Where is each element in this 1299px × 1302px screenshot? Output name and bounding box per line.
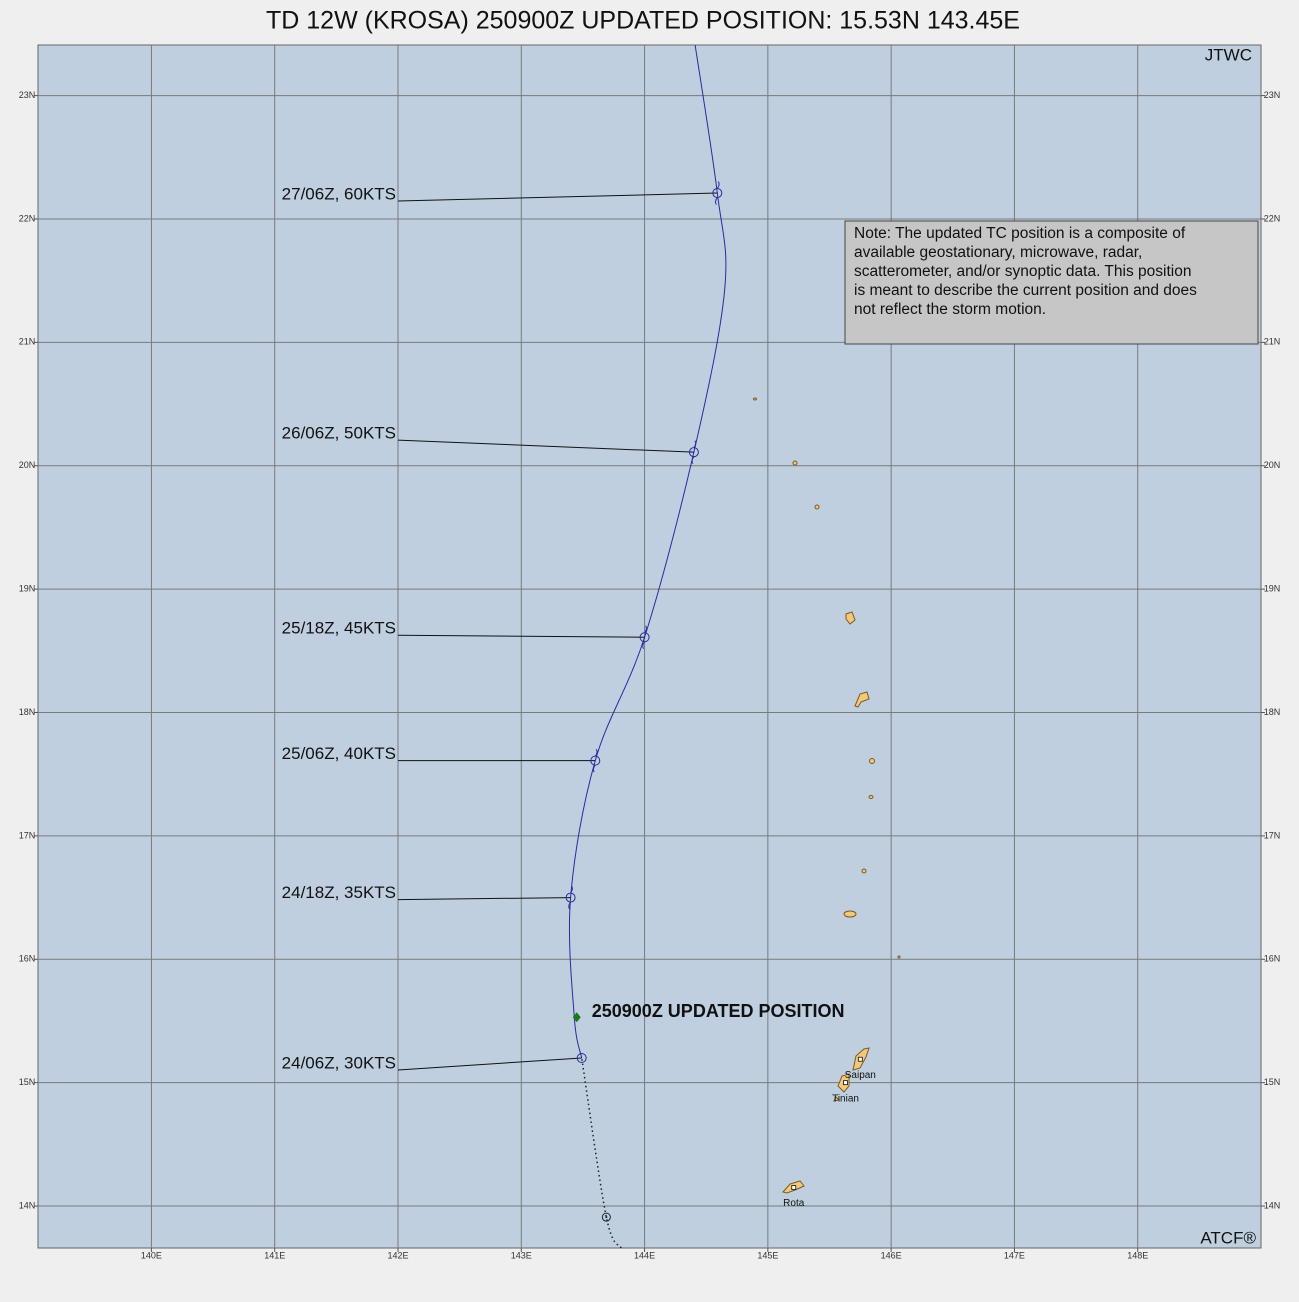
island: [897, 955, 901, 959]
y-tick-label: 20N: [1264, 460, 1281, 470]
agency: JTWC: [1205, 45, 1252, 64]
island: [869, 758, 875, 764]
note-line: Note: The updated TC position is a compo…: [854, 225, 1186, 242]
past-position-dot: [605, 1216, 608, 1219]
label-layer: 24/06Z, 30KTS 24/18Z, 35KTS 25/06Z, 40KTS 2…: [282, 181, 876, 1209]
note-box: [844, 220, 1259, 345]
island: [861, 868, 867, 874]
place-label: Rota: [783, 1198, 805, 1209]
y-tick-label: 21N: [1264, 337, 1281, 347]
y-tick-label: 20N: [19, 460, 36, 470]
place-marker: [843, 1080, 848, 1086]
storm-symbol: [642, 625, 647, 650]
island: [792, 460, 798, 466]
footer: ATCF®: [1200, 1228, 1256, 1247]
forecast-label: 24/06Z, 30KTS: [282, 1053, 396, 1072]
current-position: [572, 1012, 581, 1023]
note-line: available geostationary, microwave, rada…: [854, 244, 1142, 261]
island: [845, 611, 856, 625]
y-tick-label: 14N: [19, 1200, 36, 1210]
forecast-label: 26/06Z, 50KTS: [282, 424, 396, 443]
leader-line: [397, 897, 571, 901]
place-label: Tinian: [832, 1093, 859, 1104]
forecast-label: 25/06Z, 40KTS: [282, 744, 396, 763]
y-tick-label: 14N: [1264, 1200, 1281, 1210]
note-line: is meant to describe the current positio…: [854, 282, 1197, 299]
x-tick-label: 142E: [387, 1250, 408, 1260]
place-label: Saipan: [845, 1070, 876, 1081]
x-tick-label: 147E: [1004, 1250, 1025, 1260]
x-tick-label: 144E: [634, 1250, 655, 1260]
track-layer: [568, 45, 727, 1248]
current-label: 250900Z UPDATED POSITION: [592, 1001, 845, 1021]
y-tick-label: 16N: [19, 954, 36, 964]
x-tick-label: 143E: [511, 1250, 532, 1260]
forecast-label: 24/18Z, 35KTS: [282, 883, 396, 902]
note-line: not reflect the storm motion.: [854, 301, 1046, 318]
x-tick-label: 140E: [141, 1250, 162, 1260]
island: [868, 795, 874, 799]
x-tick-label: 145E: [757, 1250, 778, 1260]
past-track: [580, 1057, 622, 1248]
storm-symbol: [568, 885, 573, 910]
y-tick-label: 23N: [1264, 90, 1281, 100]
leader-line: [397, 192, 718, 202]
island: [814, 504, 820, 510]
leader-line: [397, 1057, 582, 1071]
x-tick-label: 148E: [1127, 1250, 1148, 1260]
storm-symbol: [592, 748, 598, 773]
note-line: scatterometer, and/or synoptic data. Thi…: [854, 263, 1191, 280]
y-tick-label: 23N: [19, 90, 36, 100]
y-tick-label: 22N: [19, 213, 36, 223]
leader-line: [397, 634, 645, 638]
y-tick-label: 15N: [1264, 1077, 1281, 1087]
island: [753, 397, 757, 401]
storm-symbol: [691, 440, 697, 464]
y-tick-label: 17N: [1264, 830, 1281, 840]
y-tick-label: 19N: [1264, 584, 1281, 594]
title: TD 12W (KROSA) 250900Z UPDATED POSITION:…: [266, 7, 1020, 35]
y-tick-label: 17N: [19, 830, 36, 840]
island: [843, 910, 857, 918]
x-tick-label: 146E: [881, 1250, 902, 1260]
x-tick-label: 141E: [264, 1250, 285, 1260]
place-marker: [791, 1185, 797, 1190]
leader-line: [397, 439, 694, 453]
island: [854, 691, 870, 708]
island: [833, 1096, 841, 1102]
storm-symbol: [715, 181, 720, 205]
forecast-label: 27/06Z, 60KTS: [282, 185, 396, 204]
forecast-label: 25/18Z, 45KTS: [282, 619, 396, 638]
forecast-position: [576, 1052, 587, 1063]
y-tick-label: 15N: [19, 1077, 36, 1087]
y-tick-label: 16N: [1264, 954, 1281, 964]
y-tick-label: 18N: [1264, 707, 1281, 717]
forecast-track: [568, 45, 727, 1059]
y-tick-label: 19N: [19, 584, 36, 594]
place-marker: [857, 1056, 863, 1062]
y-tick-label: 22N: [1264, 213, 1281, 223]
y-tick-label: 21N: [19, 337, 36, 347]
y-tick-label: 18N: [19, 707, 36, 717]
past-position: [601, 1212, 611, 1222]
grid: 140E 141E 142E 143E 144E 145E 146E 147E 148E 14N 1…: [19, 45, 1281, 1260]
note: Note: The updated TC position is a compo…: [854, 225, 1197, 318]
